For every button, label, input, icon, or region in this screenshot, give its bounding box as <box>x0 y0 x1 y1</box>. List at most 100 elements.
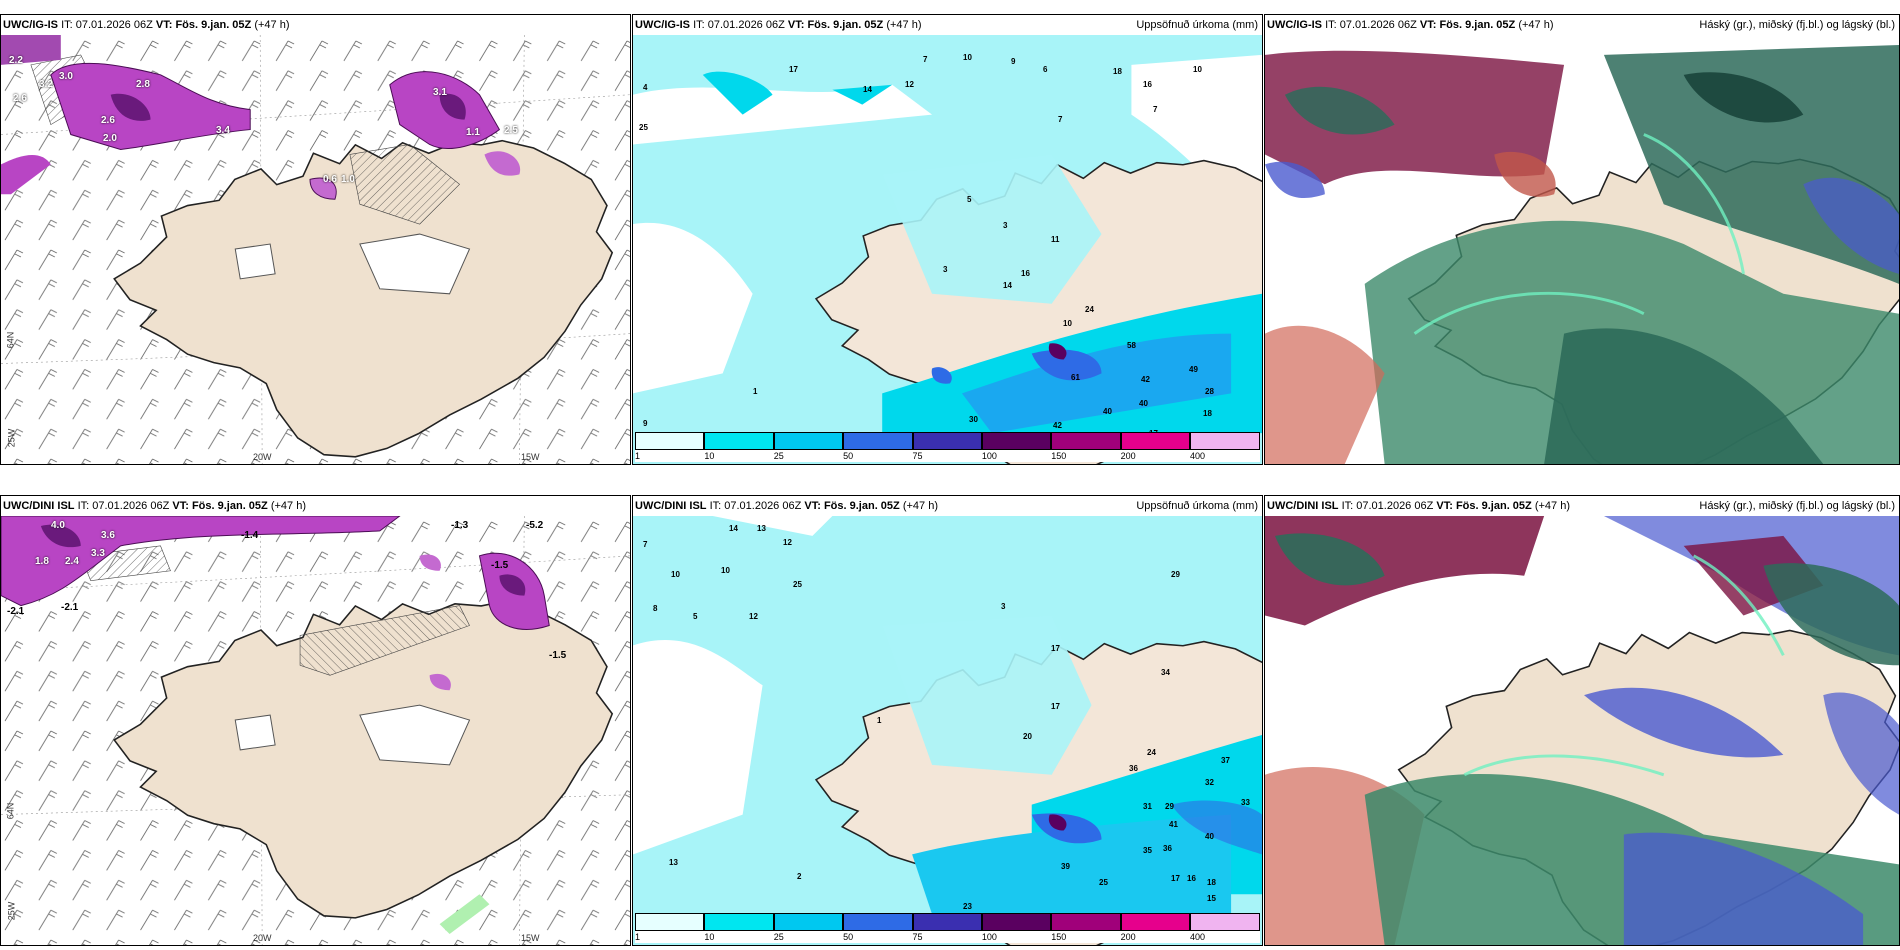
precip-value: 11 <box>1051 235 1060 244</box>
precip-value: 20 <box>1023 732 1032 741</box>
temp-label: -2.1 <box>61 602 79 613</box>
it-label: IT: <box>1341 500 1354 512</box>
vt-label: VT: <box>1436 500 1453 512</box>
precip-value: 61 <box>1071 373 1080 382</box>
precip-value: 17 <box>1051 644 1060 653</box>
model-name: UWC/DINI ISL <box>1267 500 1339 512</box>
precip-value: 40 <box>1103 407 1112 416</box>
colorbar-tick: 200 <box>1120 451 1136 461</box>
colorbar-segment <box>912 913 982 931</box>
colorbar-segment <box>1190 913 1260 931</box>
vt-label: VT: <box>172 500 189 512</box>
temp-label: 3.6 <box>101 530 115 541</box>
colorbar-tick: 400 <box>1190 932 1206 942</box>
precip-value: 30 <box>969 415 978 424</box>
lon-20w: 20W <box>253 452 272 462</box>
lead-time: (+47 h) <box>254 19 290 31</box>
panel-header: UWC/IG-IS IT: 07.01.2026 06Z VT: Fös. 9.… <box>633 15 1262 35</box>
precip-value: 12 <box>783 538 792 547</box>
temp-label: 3.3 <box>91 548 105 559</box>
precip-value: 10 <box>1193 65 1202 74</box>
temp-wind-map: 4.0 3.6 3.3 2.4 1.8 -2.1 -2.1 -1.3 -5.2 … <box>1 516 630 945</box>
lon-15w: 15W <box>521 933 540 943</box>
colorbar-segment <box>981 432 1052 450</box>
precip-value: 37 <box>1221 756 1230 765</box>
lon-20w: 20W <box>253 933 272 943</box>
temp-label: 3.1 <box>433 87 447 98</box>
colorbar-tick: 25 <box>773 932 784 942</box>
precip-value: 33 <box>1241 798 1250 807</box>
precip-value: 24 <box>1147 748 1156 757</box>
precip-value: 18 <box>1113 67 1122 76</box>
temp-wind-map: 2.2 2.6 3.2 3.0 2.8 2.6 2.0 3.4 3.1 1.1 … <box>1 35 630 464</box>
precip-value: 23 <box>963 902 972 911</box>
precip-value: 3 <box>1001 602 1006 611</box>
temp-label: 3.0 <box>59 71 73 82</box>
colorbar-tick: 25 <box>773 451 784 461</box>
precip-value: 2 <box>797 872 802 881</box>
cloud-map <box>1265 35 1899 464</box>
colorbar-tick: 200 <box>1120 932 1136 942</box>
precip-value: 1 <box>877 716 882 725</box>
colorbar-segment <box>635 913 705 931</box>
panel-cloud-top: UWC/IG-IS IT: 07.01.2026 06Z VT: Fös. 9.… <box>1264 14 1900 465</box>
colorbar-segment <box>912 432 982 450</box>
precip-value: 18 <box>1207 878 1216 887</box>
precip-value: 14 <box>729 524 738 533</box>
precip-value: 41 <box>1169 820 1178 829</box>
colorbar-segment <box>1051 913 1121 931</box>
lat-label: 25W <box>6 901 17 921</box>
vt-value: Fös. 9.jan. 05Z <box>1439 19 1516 31</box>
vt-value: Fös. 9.jan. 05Z <box>807 19 884 31</box>
precip-map: 17 7 10 9 6 18 10 7 16 14 12 4 25 5 3 7 … <box>633 35 1262 464</box>
temp-label: 2.0 <box>103 133 117 144</box>
colorbar-tick: 75 <box>912 932 923 942</box>
precip-value: 31 <box>1143 802 1152 811</box>
precip-value: 42 <box>1053 421 1062 430</box>
vt-value: Fös. 9.jan. 05Z <box>175 19 252 31</box>
panel-title: Háský (gr.), miðský (fj.bl.) og lágský (… <box>1699 19 1895 31</box>
precip-map: 14 13 12 7 10 8 10 25 12 5 3 17 20 37 32… <box>633 516 1262 945</box>
panel-title: Uppsöfnuð úrkoma (mm) <box>1136 19 1258 31</box>
model-name: UWC/IG-IS <box>3 19 58 31</box>
temp-label: -1.5 <box>549 650 567 661</box>
precip-value: 9 <box>643 419 648 428</box>
colorbar-tick: 1 <box>635 932 641 942</box>
precip-value: 10 <box>963 53 972 62</box>
lead-time: (+47 h) <box>270 500 306 512</box>
colorbar-segment <box>843 432 913 450</box>
colorbar-segment <box>704 913 774 931</box>
vt-label: VT: <box>804 500 821 512</box>
it-label: IT: <box>77 500 90 512</box>
precip-value: 39 <box>1061 862 1070 871</box>
precip-value: 16 <box>1021 269 1030 278</box>
vt-label: VT: <box>1419 19 1437 31</box>
it-value: 07.01.2026 06Z <box>1356 500 1434 512</box>
precip-value: 36 <box>1129 764 1138 773</box>
precip-value: 9 <box>1011 57 1016 66</box>
panel-header: UWC/IG-IS IT: 07.01.2026 06Z VT: Fös. 9.… <box>1265 15 1899 35</box>
precip-value: 40 <box>1205 832 1214 841</box>
precip-value: 16 <box>1143 80 1152 89</box>
precip-value: 32 <box>1205 778 1214 787</box>
precip-value: 17 <box>1171 874 1180 883</box>
it-value: 07.01.2026 06Z <box>92 500 170 512</box>
panel-header: UWC/IG-IS IT: 07.01.2026 06Z VT: Fös. 9.… <box>1 15 630 35</box>
lead-time: (+47 h) <box>1518 19 1554 31</box>
precip-value: 16 <box>1187 874 1196 883</box>
precip-value: 49 <box>1189 365 1198 374</box>
panel-temp-wind-top: UWC/IG-IS IT: 07.01.2026 06Z VT: Fös. 9.… <box>0 14 631 465</box>
colorbar-segment <box>843 913 913 931</box>
precip-value: 42 <box>1141 375 1150 384</box>
precip-value: 29 <box>1171 570 1180 579</box>
it-value: 07.01.2026 06Z <box>707 19 785 31</box>
vt-value: Fös. 9.jan. 05Z <box>191 500 268 512</box>
precip-value: 34 <box>1161 668 1170 677</box>
precip-value: 10 <box>1063 319 1072 328</box>
temp-label: 2.8 <box>136 79 150 90</box>
precip-value: 17 <box>1051 702 1060 711</box>
precip-value: 13 <box>669 858 678 867</box>
precip-value: 7 <box>923 55 928 64</box>
colorbar-tick: 50 <box>843 451 854 461</box>
it-value: 07.01.2026 06Z <box>724 500 802 512</box>
